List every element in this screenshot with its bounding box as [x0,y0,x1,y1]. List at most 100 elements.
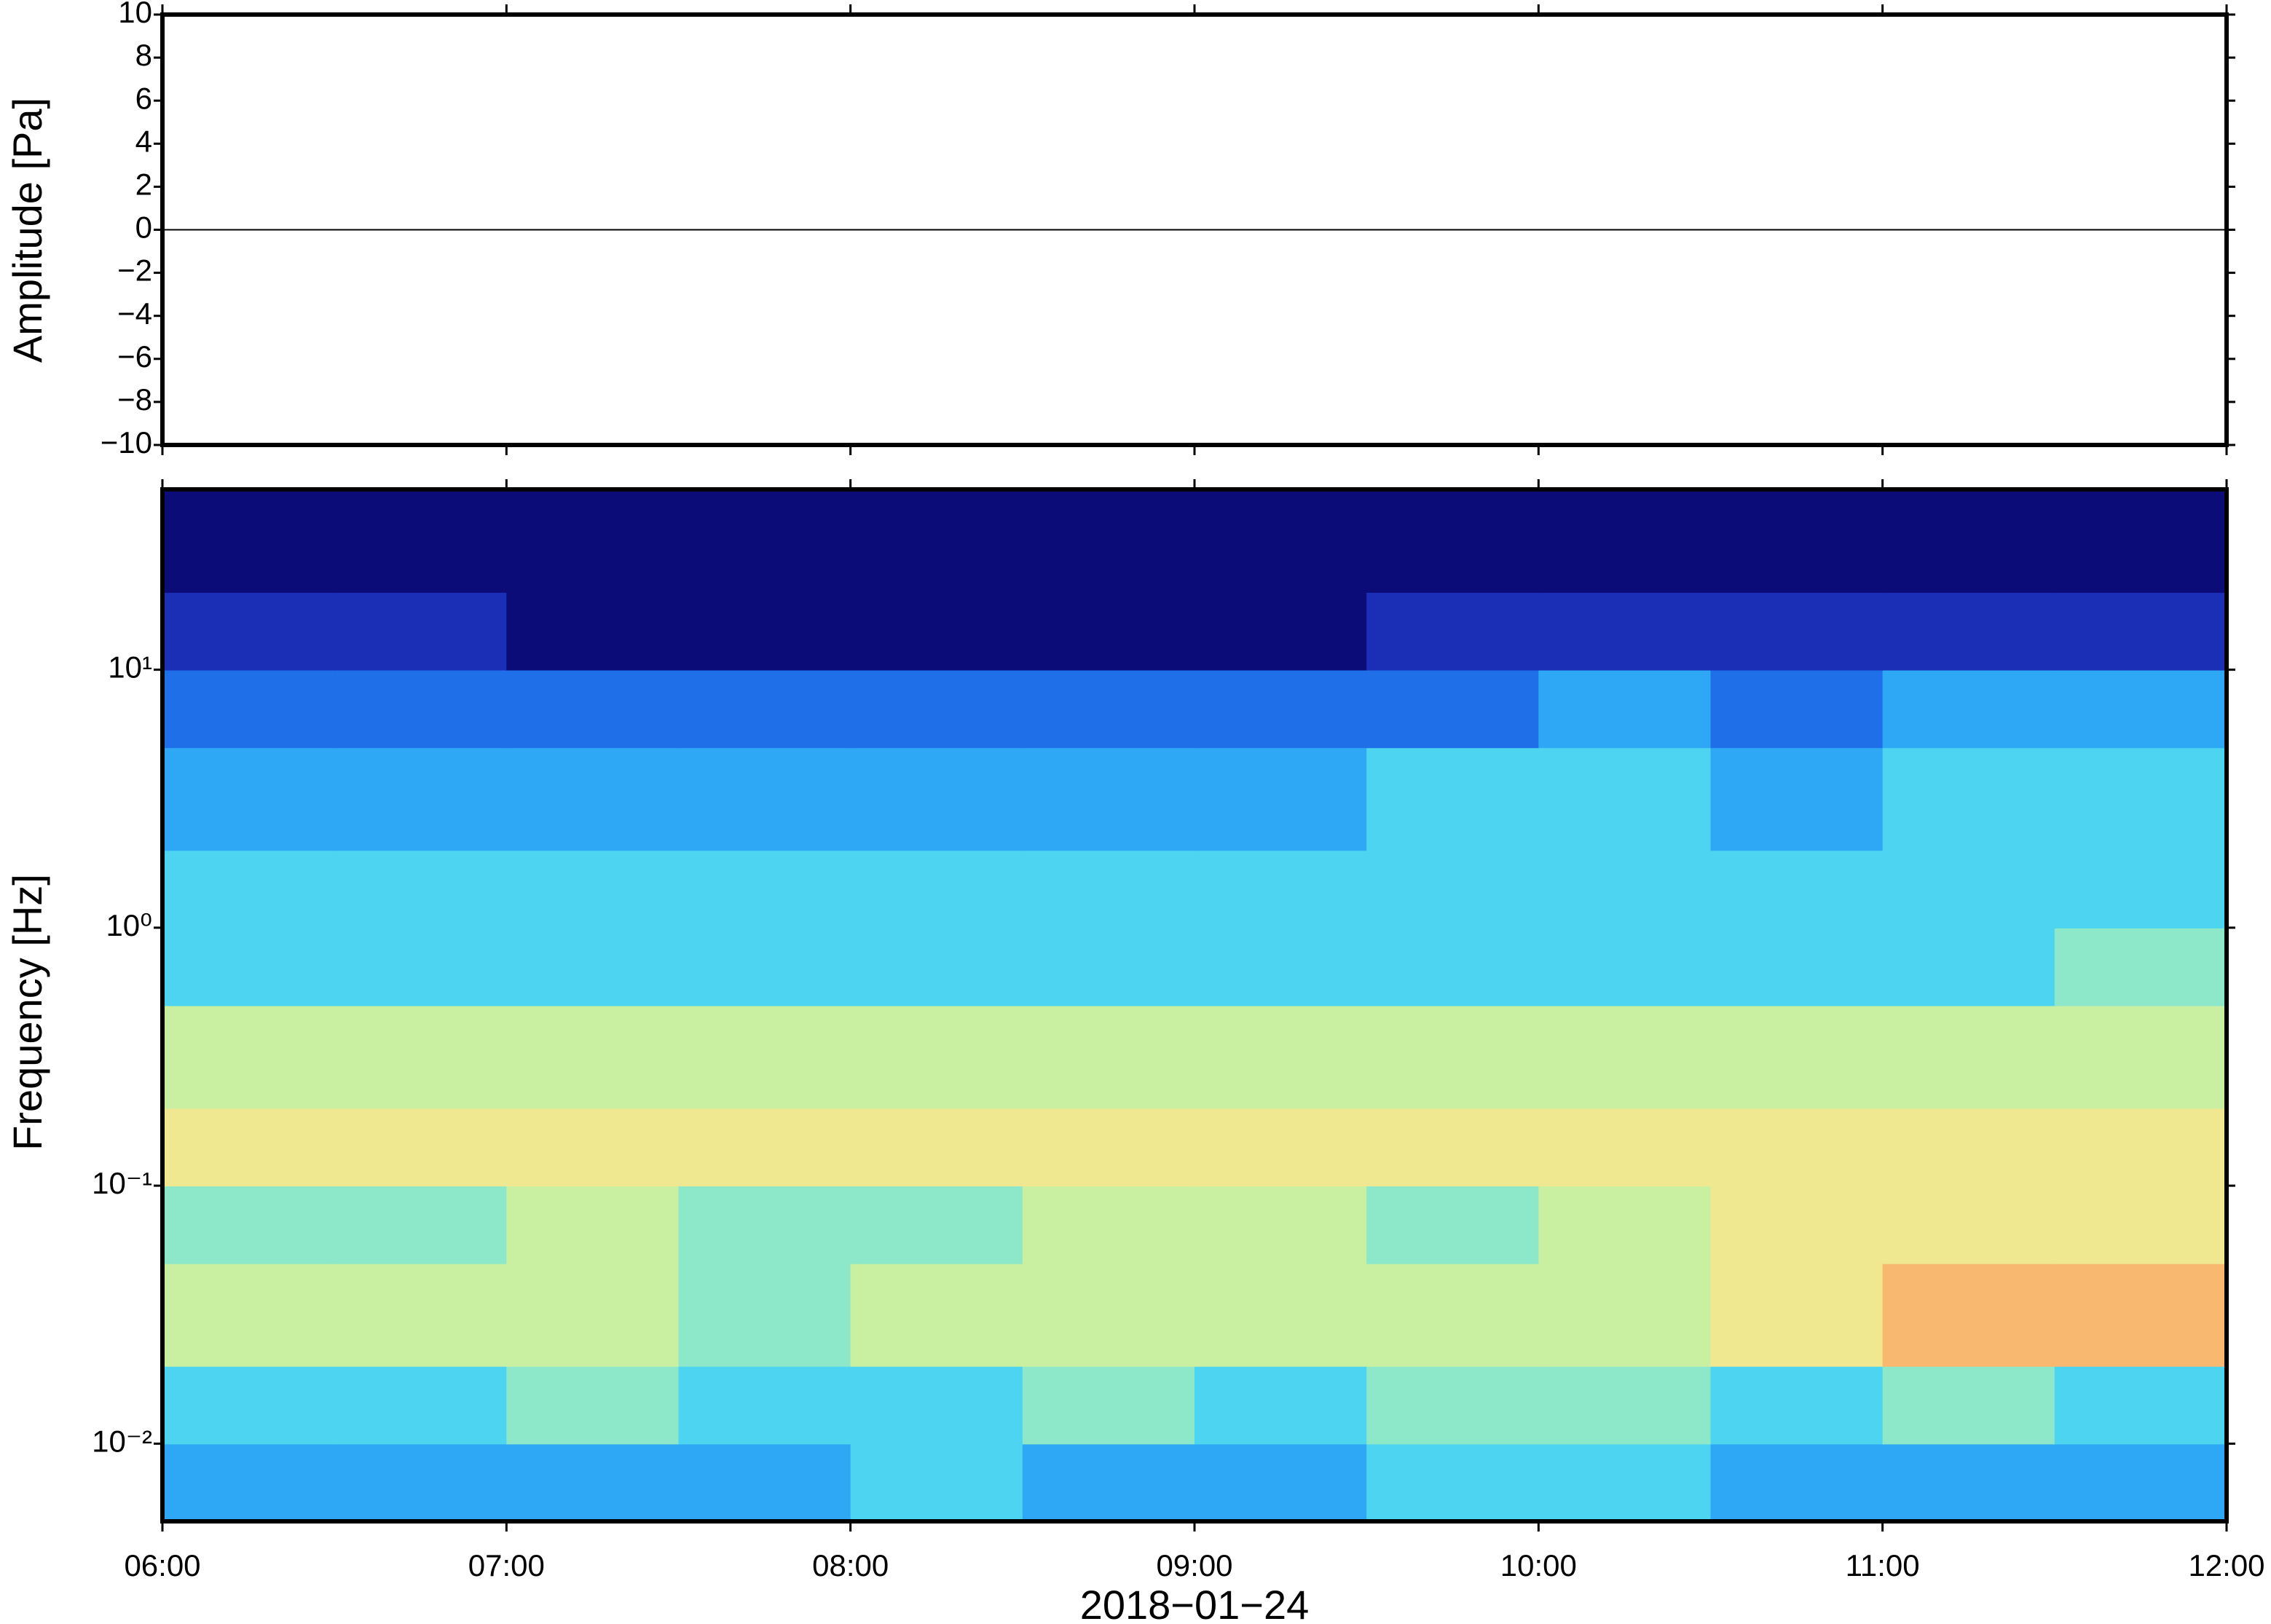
spectrogram-cell [162,489,336,593]
spectrogram-cell [1194,1186,1368,1264]
spectrogram-cell [1194,1108,1368,1187]
y-tick-label: −4 [117,296,152,331]
spectrogram-cell [850,669,1023,749]
spectrogram-cell [1194,489,1368,593]
spectrogram-cell [1022,591,1195,671]
y-tick-label: 10⁻¹ [92,1166,152,1200]
spectrogram-cell [1538,489,1712,593]
spectrogram-cell [850,850,1023,929]
x-axis-label: 2018−01−24 [1080,1582,1310,1624]
spectrogram-cell [2054,591,2227,671]
y-tick-label: 0 [135,210,152,245]
spectrogram-cell [1538,747,1712,851]
spectrogram-cell [678,591,851,671]
panel-frame [160,487,2229,1524]
spectrogram-cell [1366,1108,1540,1187]
spectrogram-cell [1882,1443,2055,1522]
spectrogram-cell [1194,1005,1368,1109]
x-tick-label: 10:00 [1500,1548,1577,1582]
x-tick-label: 07:00 [468,1548,545,1582]
spectrogram-cell [1882,850,2055,929]
y-tick-label: 10⁰ [106,908,152,942]
spectrogram-cell [1194,850,1368,929]
y-axis-label: Amplitude [Pa] [4,98,50,363]
x-tick-label: 12:00 [2188,1548,2264,1582]
spectrogram-cell [1194,927,1368,1006]
spectrogram-cell [162,1365,336,1445]
spectrogram-cell [1882,489,2055,593]
spectrogram-cell [1710,1263,1884,1367]
spectrogram-cell [1194,1365,1368,1445]
spectrogram-cell [2054,850,2227,929]
spectrogram-cell [334,747,508,851]
x-tick-label: 09:00 [1156,1548,1232,1582]
spectrogram-cell [1710,1186,1884,1264]
spectrogram-cell [2054,489,2227,593]
spectrogram-cell [1194,1263,1368,1367]
spectrogram-cell [1366,1005,1540,1109]
spectrogram-cell [162,927,336,1006]
spectrogram-cell [1022,489,1195,593]
panel-frame [160,12,2229,447]
spectrogram-cell [2054,927,2227,1006]
spectrogram-cell [1882,669,2055,749]
spectrogram-cell [2054,1186,2227,1264]
spectrogram-cell [1882,1005,2055,1109]
spectrogram-cell [850,1365,1023,1445]
spectrogram-cell [334,1365,508,1445]
spectrogram-cell [506,1005,680,1109]
y-tick-label: −8 [117,382,152,417]
spectrogram-cell [678,747,851,851]
spectrogram-cell [162,1263,336,1367]
spectrogram-cell [1022,927,1195,1006]
spectrogram-cell [1022,1365,1195,1445]
spectrogram-cell [1710,927,1884,1006]
spectrogram-cell [1882,1186,2055,1264]
spectrogram-cell [506,1263,680,1367]
spectrogram-cell [1538,1443,1712,1522]
y-tick-label: 6 [135,81,152,115]
spectrogram-cell [506,927,680,1006]
spectrogram-cell [1882,1263,2055,1367]
spectrogram-cell [2054,1108,2227,1187]
spectrogram-cell [1710,591,1884,671]
spectrogram-cell [850,1263,1023,1367]
y-tick-label: 8 [135,38,152,72]
spectrogram-cell [850,747,1023,851]
spectrogram-cell [1366,669,1540,749]
spectrogram-cell [850,489,1023,593]
spectrogram-cell [1366,1443,1540,1522]
y-axis-label: Frequency [Hz] [4,874,50,1151]
spectrogram-cell [1710,1108,1884,1187]
spectrogram-cell [1366,747,1540,851]
spectrogram-cell [1710,669,1884,749]
spectrogram-cell [1882,1108,2055,1187]
spectrogram-cell [850,1108,1023,1187]
spectrogram-cell [334,1005,508,1109]
spectrogram-cell [1366,850,1540,929]
spectrogram-cell [850,1443,1023,1522]
spectrogram-cell [678,927,851,1006]
spectrogram-cell [1366,927,1540,1006]
spectrogram-cell [678,1263,851,1367]
spectrogram-cell [678,1108,851,1187]
spectrogram-cell [506,747,680,851]
y-tick-label: −6 [117,339,152,374]
spectrogram-cell [1882,747,2055,851]
spectrogram-cell [1022,1108,1195,1187]
spectrogram-cell [678,1443,851,1522]
spectrogram-cell [1538,1263,1712,1367]
spectrogram-cell [162,1186,336,1264]
spectrogram-cell [2054,1005,2227,1109]
spectrogram-cell [334,1108,508,1187]
spectrogram-cell [1538,1108,1712,1187]
spectrogram-cell [506,850,680,929]
spectrogram-cell [1538,850,1712,929]
spectrogram-cell [1194,669,1368,749]
spectrogram-cell [162,1005,336,1109]
spectrogram-cell [506,1108,680,1187]
spectrogram-cell [334,489,508,593]
spectrogram-cell [1194,1443,1368,1522]
y-tick-label: −2 [117,253,152,288]
spectrogram-cell [1538,927,1712,1006]
